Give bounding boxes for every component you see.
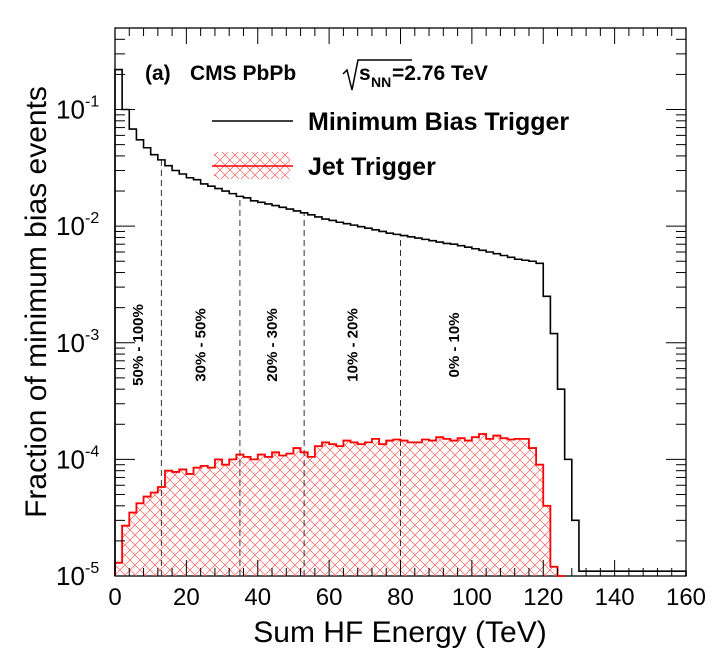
x-tick-label: 160 [666,584,706,611]
centrality-label: 50% - 100% [130,304,147,386]
y-tick-exponent: -3 [85,327,99,344]
x-tick-label: 20 [173,584,200,611]
jet-trigger-area [115,434,565,576]
x-tick-label: 120 [523,584,563,611]
y-tick-label: 10 [56,211,85,241]
y-tick-exponent: -2 [85,210,99,227]
centrality-label: 0% - 10% [446,312,463,377]
centrality-boundaries [160,159,401,576]
nn-subscript: NN [371,74,391,90]
y-tick-label: 10 [56,444,85,474]
s-label: s [359,62,371,85]
x-tick-label: 100 [452,584,492,611]
y-tick-exponent: -1 [85,94,99,111]
centrality-label: 10% - 20% [344,308,361,381]
y-tick-exponent: -5 [85,560,99,577]
jet-trigger-fill [115,434,565,576]
legend-label-jet: Jet Trigger [308,153,436,181]
legend: Minimum Bias Trigger Jet Trigger [212,108,569,181]
centrality-label: 30% - 50% [193,308,210,381]
centrality-label: 20% - 30% [264,308,281,381]
x-axis-label: Sum HF Energy (TeV) [253,616,546,649]
y-tick-label: 10 [56,561,85,591]
y-axis-label: Fraction of minimum bias events [20,86,53,518]
x-tick-label: 140 [595,584,635,611]
x-tick-label: 60 [316,584,343,611]
y-tick-label: 10 [56,328,85,358]
series-lines [114,68,687,577]
sqrt-radical [342,59,412,91]
min-bias-trigger-line [114,68,687,576]
x-tick-label: 0 [108,584,121,611]
legend-label-min-bias: Minimum Bias Trigger [308,108,569,136]
x-tick-label: 40 [244,584,271,611]
sqrt-s-nn-label: s NN =2.76 TeV [342,59,488,91]
panel-label: (a) [145,62,171,85]
x-tick-label: 80 [387,584,414,611]
experiment-label: CMS PbPb [190,62,296,85]
energy-label: =2.76 TeV [392,62,488,85]
y-tick-exponent: -4 [85,443,99,460]
y-tick-label: 10 [56,95,85,125]
centrality-labels: 50% - 100% 30% - 50% 20% - 30% 10% - 20% 0% … [130,304,463,386]
axis-ticks [114,27,687,577]
jet-trigger-line [114,433,565,577]
